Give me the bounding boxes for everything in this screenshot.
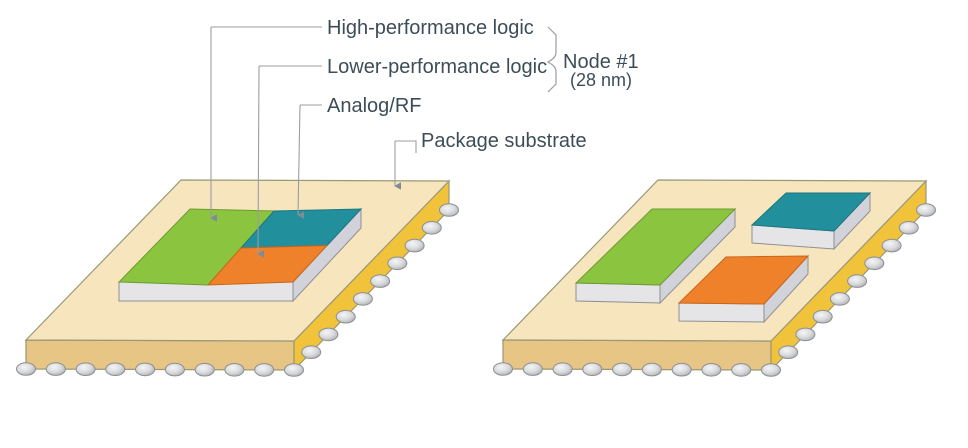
svg-text:Lower-performance logic: Lower-performance logic — [327, 56, 547, 78]
svg-text:High-performance logic: High-performance logic — [327, 17, 534, 39]
svg-text:Package substrate: Package substrate — [421, 130, 587, 152]
svg-text:(28 nm): (28 nm) — [570, 70, 632, 90]
svg-text:Analog/RF: Analog/RF — [327, 95, 422, 117]
